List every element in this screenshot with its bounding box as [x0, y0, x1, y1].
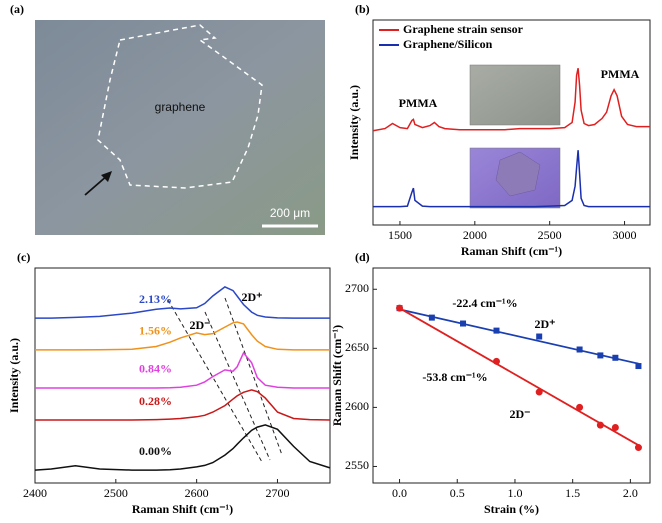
x-axis-label: Strain (%) — [484, 502, 539, 516]
spectrum — [35, 321, 330, 351]
point — [576, 346, 583, 353]
arrow — [84, 174, 109, 196]
point — [611, 423, 619, 431]
x-tick-label: 1.5 — [565, 486, 580, 500]
graphene-label: graphene — [155, 100, 206, 114]
plot-frame — [372, 19, 651, 226]
panel-label: (d) — [355, 250, 370, 264]
point — [460, 320, 467, 327]
spectrum — [35, 351, 330, 389]
point — [396, 304, 404, 312]
annotation: -53.8 cm⁻¹% — [422, 370, 487, 384]
scale-label: 200 μm — [270, 206, 310, 220]
series-label: 2D⁻ — [510, 407, 531, 421]
annotation: 2D⁻ — [190, 318, 211, 332]
inset-flake — [495, 151, 541, 197]
peak-guides — [167, 297, 283, 463]
plot-frame — [372, 267, 651, 484]
panel-label: (b) — [355, 2, 370, 16]
series-label: 0.84% — [139, 362, 172, 376]
micrograph — [35, 20, 325, 235]
point — [635, 363, 642, 370]
x-tick-label: 2500 — [104, 486, 128, 500]
point — [535, 388, 543, 396]
inset-image — [469, 64, 561, 126]
plot-frame — [34, 267, 331, 484]
x-tick-label: 0.5 — [450, 486, 465, 500]
annotation: -22.4 cm⁻¹% — [452, 296, 517, 310]
series-label: 2.13% — [139, 292, 172, 306]
series-label: 1.56% — [139, 324, 172, 338]
point — [492, 357, 500, 365]
y-axis-label: Intensity (a.u.) — [347, 85, 361, 160]
x-tick-label: 2000 — [463, 228, 487, 242]
series-label: 0.28% — [139, 394, 172, 408]
y-axis-label: Intensity (a.u.) — [7, 338, 21, 413]
point — [428, 314, 435, 321]
point — [634, 444, 642, 452]
arrow-head — [101, 171, 112, 182]
point — [596, 421, 604, 429]
y-tick-label: 2600 — [345, 399, 369, 413]
x-tick-label: 2400 — [23, 486, 47, 500]
legend-label: Graphene strain sensor — [403, 22, 524, 36]
spectrum — [372, 68, 650, 132]
x-tick-label: 2.0 — [623, 486, 638, 500]
panel-label: (c) — [17, 250, 30, 264]
annotation: PMMA — [601, 67, 640, 81]
x-axis-label: Raman Shift (cm⁻¹) — [461, 244, 562, 258]
x-tick-label: 2700 — [265, 486, 289, 500]
spectrum — [34, 424, 331, 471]
graphene-outline — [97, 24, 263, 189]
y-tick-label: 2700 — [345, 281, 369, 295]
series-label: 0.00% — [139, 444, 172, 458]
spectrum — [35, 389, 331, 421]
point — [493, 327, 500, 334]
x-tick-label: 0.0 — [392, 486, 407, 500]
spectrum — [373, 150, 650, 208]
point — [612, 354, 619, 361]
x-tick-label: 3000 — [613, 228, 637, 242]
x-tick-label: 1.0 — [507, 486, 522, 500]
panel-label: (a) — [10, 2, 24, 16]
y-axis-label: Raman Shift (cm⁻¹) — [330, 325, 344, 426]
spectrum — [35, 286, 330, 319]
point — [576, 403, 584, 411]
point — [536, 333, 543, 340]
legend-label: Graphene/Silicon — [403, 37, 493, 51]
x-tick-label: 2600 — [185, 486, 209, 500]
y-tick-label: 2550 — [345, 458, 369, 472]
series-label: 2D⁺ — [535, 317, 556, 331]
annotation: 2D⁺ — [242, 290, 263, 304]
x-axis-label: Raman Shift (cm⁻¹) — [132, 502, 233, 516]
y-tick-label: 2650 — [345, 340, 369, 354]
annotation: PMMA — [399, 96, 438, 110]
x-tick-label: 1500 — [388, 228, 412, 242]
x-tick-label: 2500 — [538, 228, 562, 242]
point — [597, 352, 604, 359]
